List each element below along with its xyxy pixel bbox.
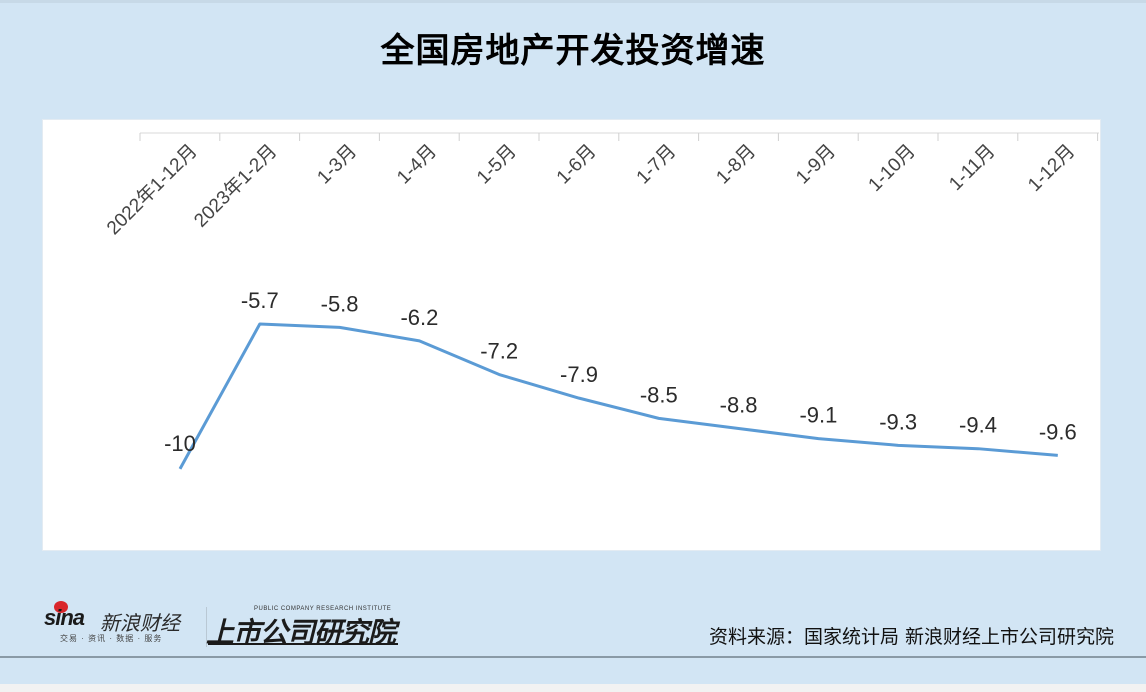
institute-underline — [208, 643, 398, 645]
plot-area: 2022年1-12月 2023年1-2月 1-3月 1-4月 1-5月 1-6月 1-7月 1… — [42, 119, 1101, 551]
x-tick-label: 2023年1-2月 — [190, 140, 282, 232]
x-tick-label: 1-8月 — [712, 141, 760, 189]
x-tick-label: 1-3月 — [313, 141, 361, 189]
sina-tagline: 交易 · 资讯 · 数据 · 服务 — [60, 634, 163, 643]
institute-english-name: PUBLIC COMPANY RESEARCH INSTITUTE — [254, 606, 392, 612]
institute-logo: 上市公司研究院 — [206, 616, 396, 649]
data-label: -9.1 — [799, 403, 837, 428]
data-label: -9.6 — [1039, 419, 1077, 444]
bottom-divider — [0, 656, 1146, 658]
data-label: -10 — [164, 431, 196, 456]
data-label: -8.5 — [640, 382, 678, 407]
sina-eye-icon — [54, 601, 68, 613]
x-tick-label: 1-7月 — [633, 141, 681, 189]
data-label: -9.3 — [879, 409, 917, 434]
chart-title: 全国房地产开发投资增速 — [380, 31, 766, 71]
x-tick-label: 1-9月 — [792, 141, 840, 189]
x-tick-label: 1-6月 — [553, 141, 601, 189]
data-label: -5.8 — [321, 291, 359, 316]
source-note: 资料来源：国家统计局 新浪财经上市公司研究院 — [708, 626, 1114, 648]
x-tick-label: 1-12月 — [1024, 141, 1079, 196]
data-label: -7.2 — [480, 339, 518, 364]
data-label: -6.2 — [400, 305, 438, 330]
x-tick-label: 1-10月 — [865, 141, 920, 196]
data-label: -7.9 — [560, 362, 598, 387]
footer-logos: sina 新浪财经 交易 · 资讯 · 数据 · 服务 PUBLIC COMPA… — [44, 601, 404, 649]
data-line — [178, 322, 1058, 470]
x-tick-label: 1-5月 — [473, 141, 521, 189]
x-tick-label: 2022年1-12月 — [102, 140, 201, 239]
sina-finance-name: 新浪财经 — [100, 611, 180, 635]
x-tick-label: 1-4月 — [393, 141, 441, 189]
sina-logo: sina — [44, 605, 85, 630]
data-label: -8.8 — [720, 392, 758, 417]
data-label: -9.4 — [959, 413, 997, 438]
data-label: -5.7 — [241, 288, 279, 313]
logo-divider — [206, 607, 207, 647]
x-tick-label: 1-11月 — [945, 141, 999, 195]
